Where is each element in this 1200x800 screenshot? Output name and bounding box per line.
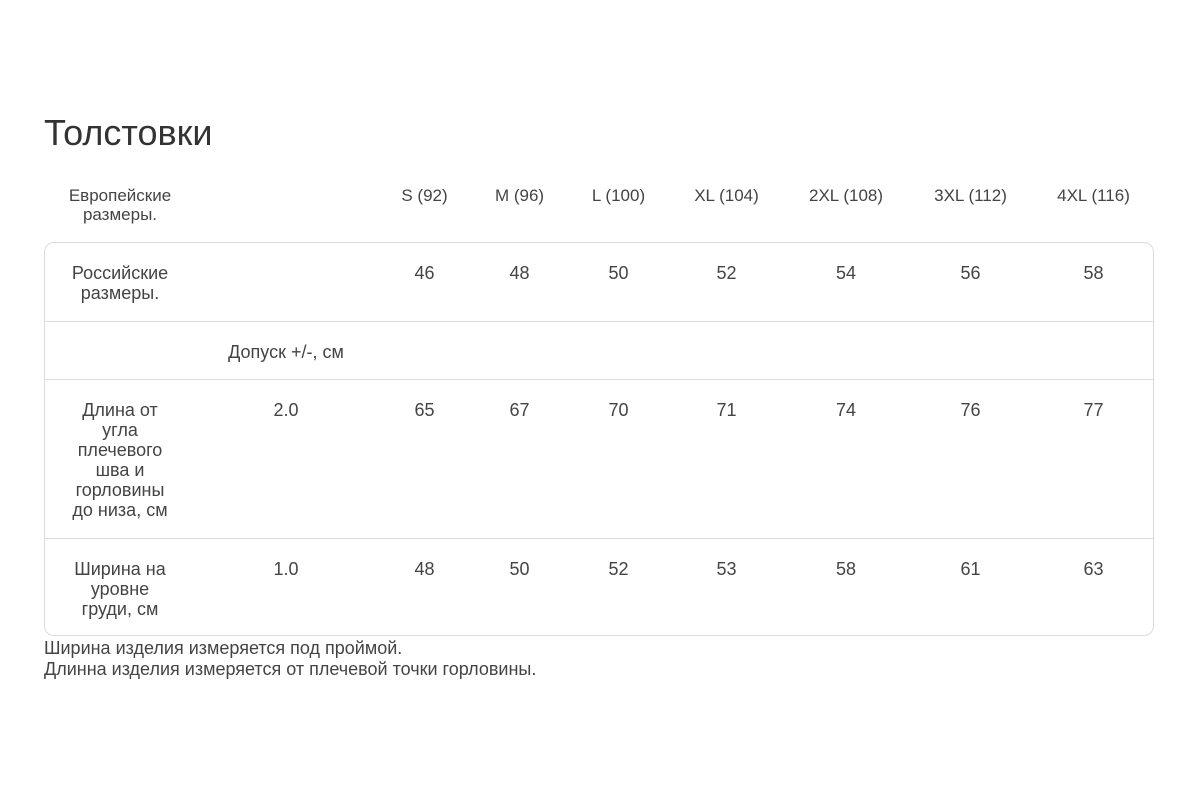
header-size-3xl: 3XL (112): [934, 186, 1007, 205]
row-value: 52: [716, 263, 737, 283]
row-value: 61: [960, 559, 981, 579]
row-value: 77: [1083, 400, 1104, 420]
row-value: [472, 342, 567, 362]
row-value: [567, 342, 670, 362]
row-value: 46: [414, 263, 435, 283]
row-value: [909, 342, 1032, 362]
row-tolerance: Допуск +/-, см: [228, 342, 344, 362]
row-value: [377, 342, 472, 362]
header-size-m: M (96): [494, 186, 545, 205]
row-value: 48: [509, 263, 530, 283]
row-value: 48: [414, 559, 435, 579]
row-label: Длина от угла плечевого шва и горловины …: [72, 400, 168, 520]
row-label: Российские размеры.: [71, 263, 169, 303]
row-value: 56: [960, 263, 981, 283]
page-title: Толстовки: [44, 112, 213, 153]
header-tolerance-cell: [195, 186, 377, 224]
row-label: Ширина на уровне груди, см: [74, 559, 166, 619]
row-value: 76: [960, 400, 981, 420]
row-label: [45, 342, 195, 362]
measurement-notes: Ширина изделия измеряется под проймой. Д…: [44, 638, 536, 680]
table-row: Российские размеры. 46 48 50 52 54 56 58: [45, 263, 1153, 303]
table-row: Длина от угла плечевого шва и горловины …: [45, 379, 1153, 520]
row-value: 54: [835, 263, 857, 283]
row-value: 71: [716, 400, 737, 420]
row-value: 74: [835, 400, 857, 420]
header-size-s: S (92): [401, 186, 448, 205]
row-value: [670, 342, 783, 362]
row-value: 58: [835, 559, 857, 579]
table-header-row: Европейские размеры. S (92) M (96) L (10…: [45, 186, 1155, 224]
row-tolerance: 2.0: [273, 400, 299, 420]
header-size-4xl: 4XL (116): [1057, 186, 1130, 205]
row-tolerance: [195, 263, 377, 303]
row-value: [783, 342, 909, 362]
header-label-european-sizes: Европейские размеры.: [68, 186, 172, 224]
row-value: [1032, 342, 1153, 362]
table-row: Ширина на уровне груди, см 1.0 48 50 52 …: [45, 538, 1153, 619]
row-value: 53: [716, 559, 737, 579]
header-size-l: L (100): [591, 186, 646, 205]
header-size-2xl: 2XL (108): [808, 186, 884, 205]
row-value: 58: [1083, 263, 1104, 283]
row-value: 65: [414, 400, 435, 420]
row-value: 50: [608, 263, 629, 283]
row-value: 67: [509, 400, 530, 420]
row-value: 52: [608, 559, 629, 579]
note-width: Ширина изделия измеряется под проймой.: [44, 638, 403, 658]
header-size-xl: XL (104): [694, 186, 759, 205]
row-tolerance: 1.0: [273, 559, 299, 579]
row-value: 63: [1083, 559, 1104, 579]
size-table: Российские размеры. 46 48 50 52 54 56 58…: [44, 242, 1154, 636]
row-value: 70: [608, 400, 629, 420]
note-length: Длинна изделия измеряется от плечевой то…: [44, 659, 537, 679]
row-value: 50: [509, 559, 530, 579]
table-row: Допуск +/-, см: [45, 321, 1153, 362]
